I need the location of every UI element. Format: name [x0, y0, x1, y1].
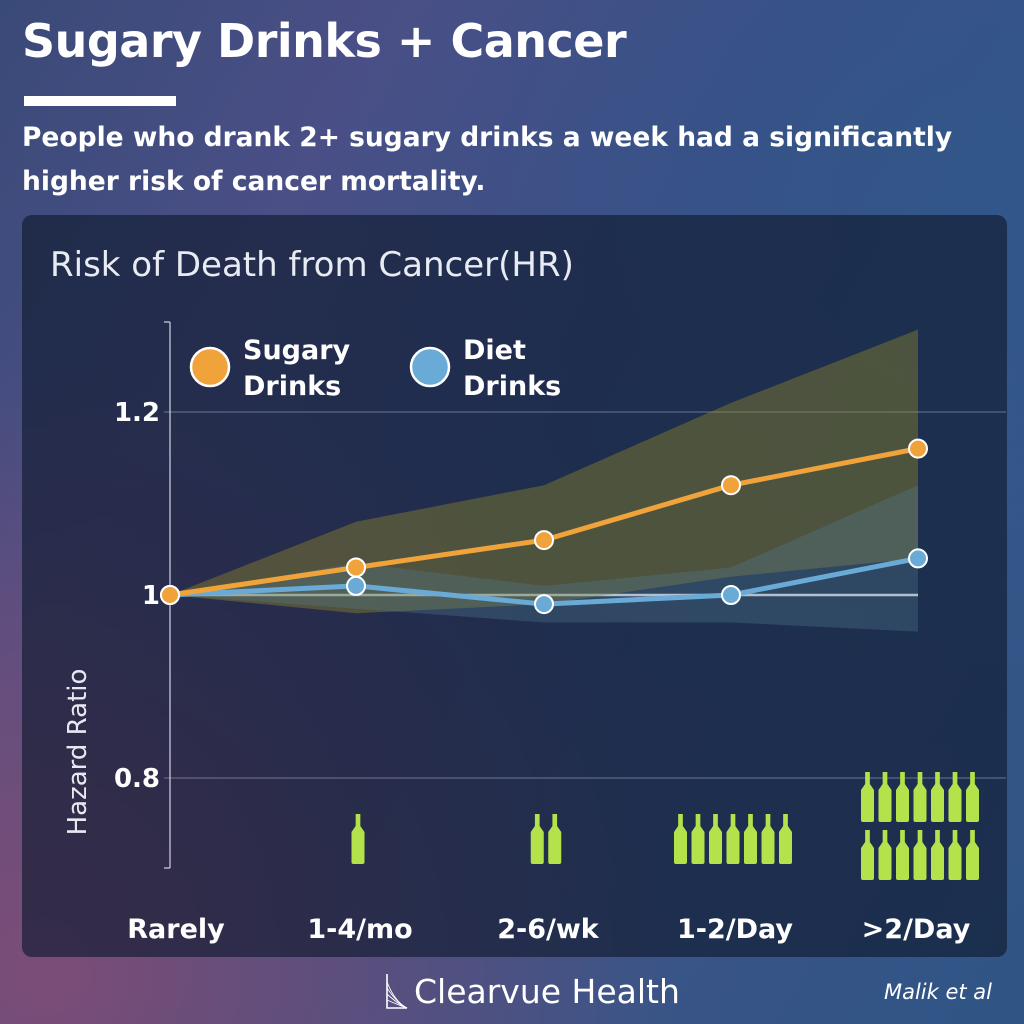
legend-label: Diet Drinks	[463, 335, 561, 402]
sugary-drinks-point	[721, 475, 741, 496]
bottle-icon	[744, 814, 757, 864]
bottle-shape	[674, 814, 687, 864]
bottle-shape	[744, 814, 757, 864]
sugary-drinks-point	[160, 585, 180, 605]
bottle-icon	[709, 814, 722, 864]
legend-item-diet-drinks: Diet Drinks	[409, 335, 561, 402]
bottle-icon	[896, 830, 909, 880]
bottle-shape	[913, 830, 927, 880]
bottle-shape	[709, 814, 722, 864]
bottle-icon	[861, 830, 874, 880]
bottle-shape	[966, 830, 979, 880]
y-tick-label: 1	[142, 581, 160, 611]
series-points	[160, 438, 928, 615]
sugary-drinks-point	[908, 438, 928, 459]
bottle-icon	[548, 814, 562, 864]
page-title: Sugary Drinks + Cancer	[22, 14, 627, 68]
bottle-shape	[761, 814, 775, 864]
brand: Clearvue Health	[386, 966, 680, 1016]
bottle-shape	[913, 772, 927, 822]
sugary-drinks-ci-band	[170, 329, 918, 614]
sugary-drinks-point	[346, 557, 366, 578]
page-subtitle: People who drank 2+ sugary drinks a week…	[22, 122, 953, 197]
legend-label: Sugary Drinks	[243, 335, 351, 402]
bottle-shape	[691, 814, 705, 864]
bottle-icon	[931, 772, 944, 822]
bottle-icon	[761, 814, 775, 864]
bottle-shape	[931, 772, 944, 822]
x-tick-label: 1-2/Day	[677, 914, 793, 945]
bottle-icon	[878, 772, 892, 822]
title-underline	[24, 96, 176, 106]
bottle-icon	[913, 830, 927, 880]
legend-swatch	[189, 346, 231, 388]
y-axis-label: Hazard Ratio	[63, 669, 93, 836]
diet-drinks-point	[721, 585, 741, 605]
bottle-icon	[878, 830, 892, 880]
bottle-shape	[931, 830, 944, 880]
bottle-shape	[548, 814, 562, 864]
bottle-shape	[948, 830, 962, 880]
bottle-icon	[931, 830, 944, 880]
bottle-icons	[351, 772, 979, 880]
bottle-icon	[966, 830, 979, 880]
diet-drinks-point	[534, 594, 554, 615]
bottle-shape	[726, 814, 740, 864]
bottle-shape	[966, 772, 979, 822]
diet-drinks-point	[346, 575, 366, 596]
y-tick-label: 0.8	[114, 764, 160, 794]
bottle-shape	[878, 830, 892, 880]
bottle-icon	[351, 814, 365, 864]
x-tick-label: 1-4/mo	[307, 914, 412, 945]
bottle-icon	[779, 814, 792, 864]
x-tick-label: 2-6/wk	[497, 914, 600, 945]
bottle-icon	[913, 772, 927, 822]
diet-drinks-point	[908, 548, 928, 569]
bottle-icon	[948, 772, 962, 822]
bottle-shape	[530, 814, 544, 864]
bottle-icon	[674, 814, 687, 864]
bottle-icon	[861, 772, 874, 822]
bottle-icon	[948, 830, 962, 880]
x-tick-label: Rarely	[127, 914, 225, 945]
legend-swatch	[409, 346, 451, 388]
chart-panel	[22, 215, 1007, 957]
x-tick-label: >2/Day	[862, 914, 971, 945]
chart-legend: Sugary Drinks Diet Drinks	[189, 335, 561, 402]
chart-title: Risk of Death from Cancer(HR)	[50, 245, 574, 285]
y-tick-label: 1.2	[114, 398, 160, 428]
bottle-shape	[861, 772, 874, 822]
bottle-shape	[351, 814, 365, 864]
bottle-icon	[966, 772, 979, 822]
sugary-drinks-point	[534, 530, 554, 551]
clearvue-logo-icon	[386, 974, 408, 1009]
bottle-icon	[691, 814, 705, 864]
bottle-shape	[896, 772, 909, 822]
axis-labels: 0.8 1 1.2 Hazard Ratio Rarely 1-4/mo 2-6/wk 1-2…	[63, 398, 971, 945]
bottle-shape	[878, 772, 892, 822]
bottle-icon	[530, 814, 544, 864]
source-credit: Malik et al	[883, 980, 992, 1004]
bottle-shape	[861, 830, 874, 880]
bottle-icon	[726, 814, 740, 864]
bottle-shape	[779, 814, 792, 864]
legend-item-sugary-drinks: Sugary Drinks	[189, 335, 351, 402]
bottle-shape	[948, 772, 962, 822]
bottle-shape	[896, 830, 909, 880]
bottle-icon	[896, 772, 909, 822]
brand-name: Clearvue Health	[414, 971, 680, 1011]
